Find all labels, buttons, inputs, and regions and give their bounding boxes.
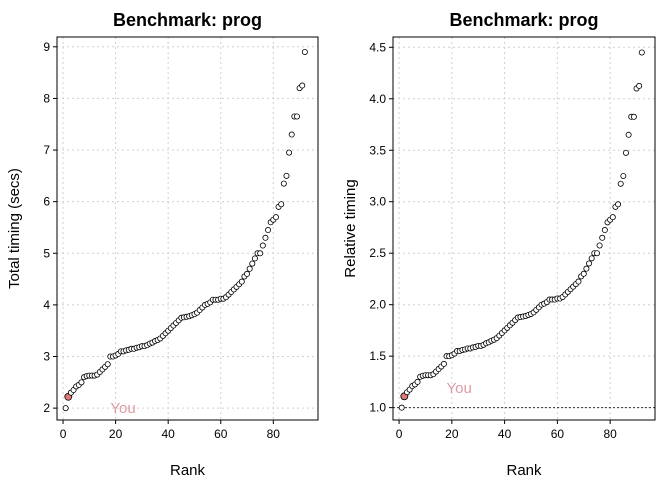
point [280, 180, 287, 187]
point [272, 214, 279, 221]
point [286, 149, 293, 156]
point [615, 201, 622, 208]
point [249, 260, 256, 267]
y-tick-label: 3 [43, 350, 50, 364]
y-tick-label: 5 [43, 246, 50, 260]
y-tick-label: 8 [43, 91, 50, 105]
x-tick-label: 0 [60, 427, 67, 441]
point [580, 270, 587, 277]
y-tick-label: 4.5 [369, 40, 386, 54]
point [636, 82, 643, 89]
y-axis-label: Relative timing [342, 179, 359, 277]
point [414, 378, 421, 385]
x-tick-label: 80 [267, 427, 281, 441]
point [440, 360, 447, 367]
point [259, 242, 266, 249]
point [288, 131, 295, 138]
point [609, 214, 616, 221]
point [622, 149, 629, 156]
point [638, 49, 645, 56]
y-tick-label: 9 [43, 40, 50, 54]
y-tick-label: 1.5 [369, 349, 386, 363]
point [104, 361, 111, 368]
y-tick-label: 3.5 [369, 143, 386, 157]
y-tick-label: 2 [43, 401, 50, 415]
annotation: You [110, 400, 135, 417]
point [575, 278, 582, 285]
chart-title: Benchmark: prog [113, 10, 262, 30]
point [586, 260, 593, 267]
y-tick-label: 4.0 [369, 92, 386, 106]
y-tick-label: 7 [43, 143, 50, 157]
point [257, 250, 264, 257]
y-tick-label: 2.0 [369, 298, 386, 312]
x-axis-label: Rank [170, 462, 206, 479]
plot-border [56, 36, 319, 421]
point [78, 379, 85, 386]
point [244, 270, 251, 277]
y-axis-label: Total timing (secs) [6, 168, 23, 289]
point [293, 113, 300, 120]
point [278, 201, 285, 208]
annotation: You [447, 380, 472, 397]
x-tick-label: 60 [551, 427, 565, 441]
point [620, 172, 627, 179]
x-axis-label: Rank [506, 462, 542, 479]
point [601, 227, 608, 234]
point [599, 234, 606, 241]
point [262, 234, 269, 241]
x-tick-label: 20 [445, 427, 459, 441]
y-tick-label: 3.0 [369, 195, 386, 209]
point [246, 265, 253, 272]
x-tick-label: 60 [214, 427, 228, 441]
point [301, 48, 308, 55]
x-tick-label: 20 [109, 427, 123, 441]
y-tick-label: 1.0 [369, 401, 386, 415]
point [238, 278, 245, 285]
x-tick-label: 80 [603, 427, 617, 441]
x-tick-label: 40 [162, 427, 176, 441]
y-tick-label: 4 [43, 298, 50, 312]
point [265, 227, 272, 234]
point [617, 180, 624, 187]
chart-title: Benchmark: prog [449, 10, 598, 30]
point [62, 405, 69, 412]
y-tick-label: 6 [43, 195, 50, 209]
point [251, 255, 258, 262]
y-tick-label: 2.5 [369, 246, 386, 260]
point [283, 172, 290, 179]
point [630, 113, 637, 120]
x-tick-label: 0 [396, 427, 403, 441]
point [596, 242, 603, 249]
point [588, 255, 595, 262]
point [593, 250, 600, 257]
point [299, 82, 306, 89]
plot-border [392, 36, 656, 421]
point [583, 265, 590, 272]
x-tick-label: 40 [498, 427, 512, 441]
point [625, 131, 632, 138]
point [398, 404, 405, 411]
